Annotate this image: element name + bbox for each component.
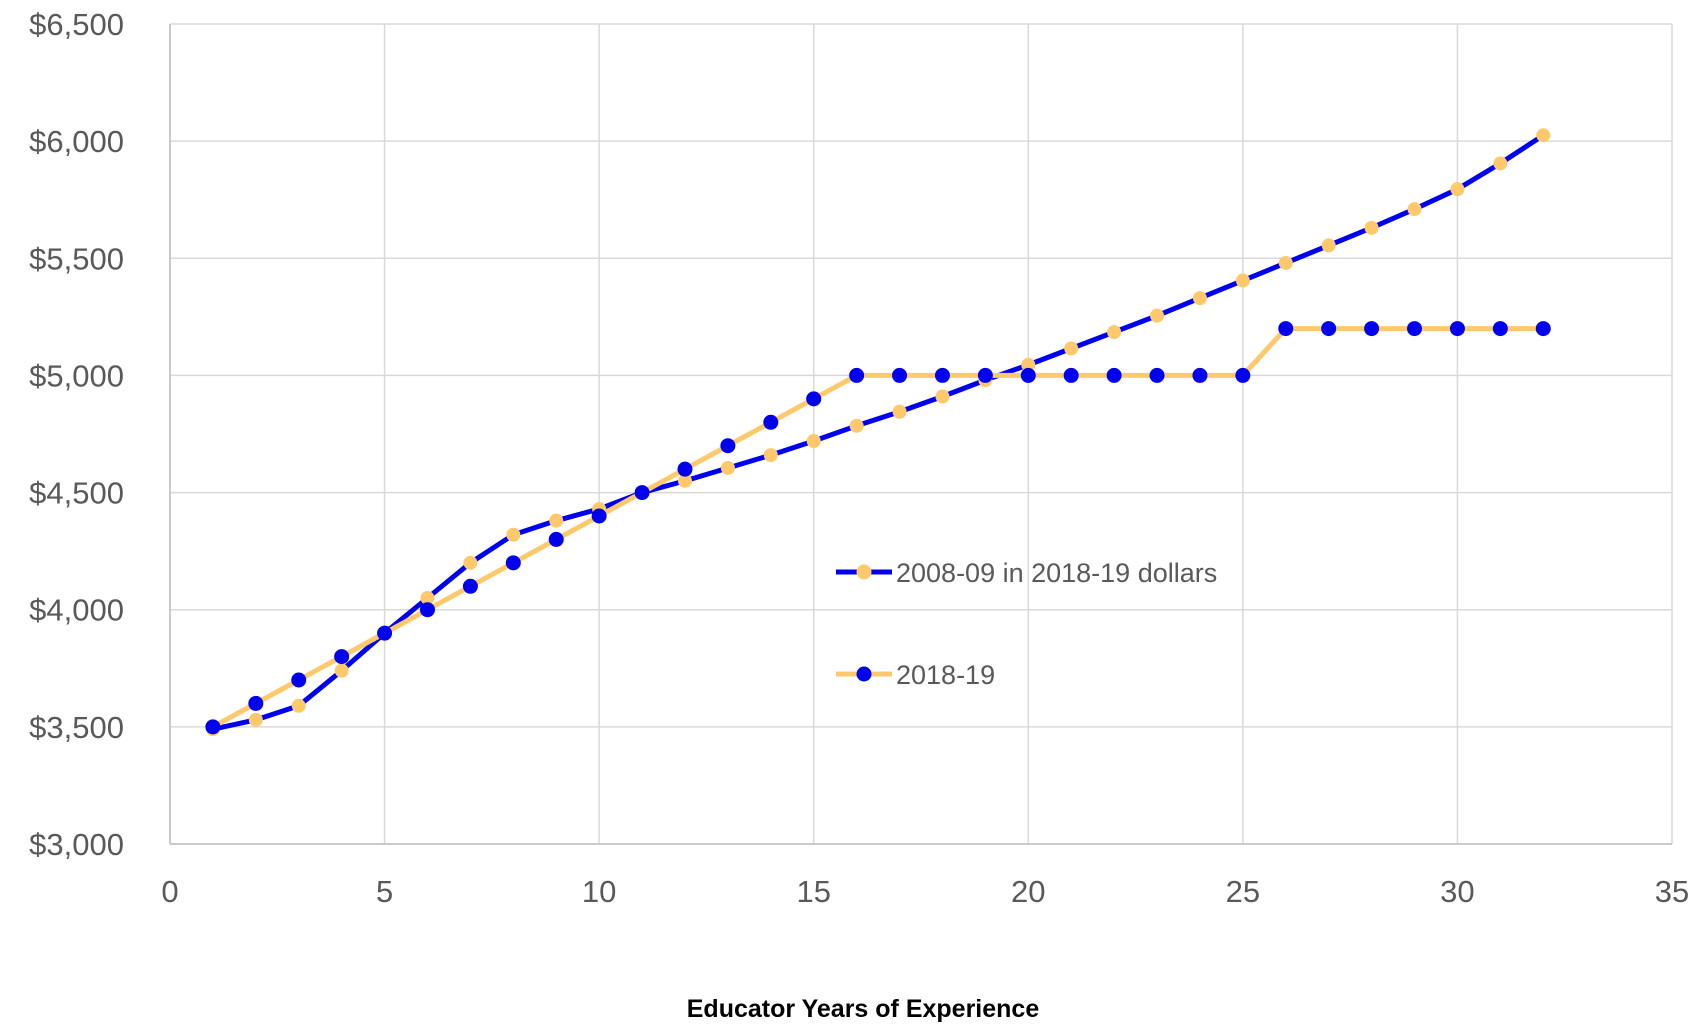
series-2-point xyxy=(419,602,435,618)
series-1-point xyxy=(1235,273,1250,288)
y-tick-label: $6,000 xyxy=(29,124,124,159)
series-1-point xyxy=(506,527,521,542)
series-1-point xyxy=(935,389,950,404)
series xyxy=(205,128,1551,737)
x-tick-label: 0 xyxy=(161,874,178,909)
series-1-point xyxy=(420,591,435,605)
y-tick-label: $5,500 xyxy=(29,241,124,276)
series-2-point xyxy=(1149,367,1165,383)
series-1-point xyxy=(463,555,478,570)
series-1-point xyxy=(1192,291,1207,306)
series-2-point xyxy=(1278,321,1294,337)
series-2-point xyxy=(1106,367,1122,383)
series-2-point xyxy=(377,625,393,641)
y-tick-label: $6,500 xyxy=(29,7,124,42)
x-tick-label: 35 xyxy=(1655,874,1689,909)
series-line-2 xyxy=(210,326,1546,730)
y-tick-label: $4,500 xyxy=(29,476,124,511)
series-2-point xyxy=(548,531,564,547)
axes: $3,000 $3,500 $4,000 $4,500 $5,000 $5,500 $6,0… xyxy=(29,7,1689,909)
series-1-point xyxy=(1493,156,1508,171)
series-1-point xyxy=(1021,357,1036,372)
series-2-point xyxy=(1364,321,1380,337)
series-1-point xyxy=(1536,128,1551,143)
x-tick-label: 25 xyxy=(1226,874,1260,909)
series-2-point xyxy=(763,414,779,430)
series-1-point xyxy=(763,448,778,463)
series-1-point xyxy=(1321,238,1336,253)
series-2-point xyxy=(1063,367,1079,383)
x-tick-label: 30 xyxy=(1440,874,1474,909)
series-1-point xyxy=(1407,202,1422,217)
x-tick-label: 15 xyxy=(796,874,830,909)
series-1-point xyxy=(1278,255,1293,270)
series-2-point xyxy=(977,367,993,383)
series-1-point xyxy=(248,712,263,727)
x-tick-label: 20 xyxy=(1011,874,1045,909)
series-2-point xyxy=(934,367,950,383)
series-1-point xyxy=(892,404,907,419)
series-2-point xyxy=(205,719,221,735)
series-2-point xyxy=(677,461,693,477)
series-line-1 xyxy=(210,132,1546,732)
series-1-point xyxy=(291,698,306,713)
series-2-point xyxy=(1535,321,1551,337)
series-1-point xyxy=(1364,220,1379,235)
series-1-point xyxy=(1150,308,1165,323)
series-2-point xyxy=(1020,367,1036,383)
series-2-point xyxy=(1449,321,1465,337)
series-2-point xyxy=(1492,321,1508,337)
legend-marker-2 xyxy=(856,666,872,682)
series-2-point xyxy=(720,438,736,454)
y-tick-label: $4,000 xyxy=(29,593,124,628)
series-1-point xyxy=(1064,341,1079,356)
series-2-point xyxy=(462,578,478,594)
series-2-point xyxy=(1235,367,1251,383)
y-tick-label: $3,500 xyxy=(29,710,124,745)
legend-marker-1 xyxy=(856,564,872,580)
x-axis-title: Educator Years of Experience xyxy=(687,995,1040,1023)
series-1-point xyxy=(677,473,692,488)
series-1-point xyxy=(806,434,821,449)
legend-label-1: 2008-09 in 2018-19 dollars xyxy=(896,558,1217,588)
series-2-point xyxy=(291,672,307,688)
series-2-point xyxy=(505,555,521,571)
series-2-point xyxy=(892,367,908,383)
series-2-point xyxy=(1407,321,1423,337)
series-2-point xyxy=(1192,367,1208,383)
y-tick-label: $3,000 xyxy=(29,827,124,862)
series-2-point xyxy=(1321,321,1337,337)
series-2-point xyxy=(334,649,350,665)
series-2-point xyxy=(248,695,264,711)
y-tick-label: $5,000 xyxy=(29,358,124,393)
legend: 2008-09 in 2018-19 dollars 2018-19 xyxy=(836,558,1217,690)
series-1-point xyxy=(1107,325,1122,340)
series-1-point xyxy=(720,460,735,475)
series-1-point xyxy=(334,663,349,678)
gridlines xyxy=(169,23,1673,845)
legend-label-2: 2018-19 xyxy=(896,660,995,690)
series-2-point xyxy=(634,485,650,501)
series-2-point xyxy=(806,391,822,407)
series-2-point xyxy=(591,508,607,524)
series-1-point xyxy=(549,513,564,528)
x-tick-label: 10 xyxy=(582,874,616,909)
x-tick-label: 5 xyxy=(376,874,393,909)
series-1-point xyxy=(849,418,864,433)
series-2-point xyxy=(849,367,865,383)
series-1-point xyxy=(1450,182,1465,197)
